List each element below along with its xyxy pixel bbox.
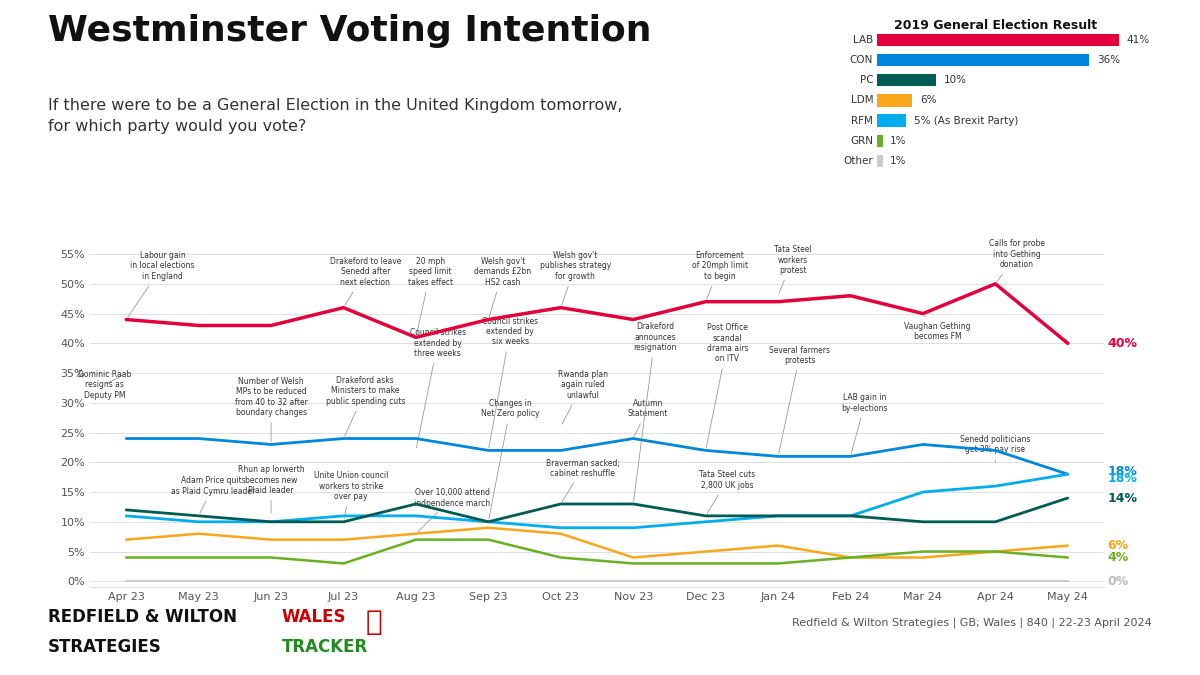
Text: 18%: 18% (1108, 472, 1138, 485)
Text: WALES: WALES (282, 608, 347, 626)
Text: 14%: 14% (1108, 491, 1138, 504)
Text: Post Office
scandal
drama airs
on ITV: Post Office scandal drama airs on ITV (706, 323, 748, 448)
Text: Redfield & Wilton Strategies | GB; Wales | 840 | 22-23 April 2024: Redfield & Wilton Strategies | GB; Wales… (792, 617, 1152, 628)
Text: PC: PC (859, 75, 874, 85)
Text: Unite Union council
workers to strike
over pay: Unite Union council workers to strike ov… (313, 471, 388, 519)
Text: Dominic Raab
resigns as
Deputy PM: Dominic Raab resigns as Deputy PM (78, 370, 131, 400)
Text: Braverman sacked;
cabinet reshuffle: Braverman sacked; cabinet reshuffle (546, 458, 619, 502)
Text: Council strikes
extended by
six weeks: Council strikes extended by six weeks (482, 317, 538, 448)
Text: LDM: LDM (851, 95, 874, 105)
Text: Autumn
Statement: Autumn Statement (628, 399, 668, 436)
Text: Several farmers
protests: Several farmers protests (769, 346, 830, 454)
Text: 36%: 36% (1097, 55, 1120, 65)
FancyBboxPatch shape (877, 74, 936, 86)
Text: 4%: 4% (1108, 551, 1129, 564)
Text: 20 mph
speed limit
takes effect: 20 mph speed limit takes effect (408, 257, 452, 335)
FancyBboxPatch shape (877, 95, 912, 107)
Text: GRN: GRN (851, 136, 874, 146)
Text: Welsh gov't
publishes strategy
for growth: Welsh gov't publishes strategy for growt… (540, 251, 611, 305)
Text: Drakeford
announces
resignation: Drakeford announces resignation (634, 323, 677, 502)
Text: CON: CON (850, 55, 874, 65)
Text: If there were to be a General Election in the United Kingdom tomorrow,
for which: If there were to be a General Election i… (48, 98, 623, 134)
Text: 5% (As Brexit Party): 5% (As Brexit Party) (914, 115, 1019, 126)
Text: Council strikes
extended by
three weeks: Council strikes extended by three weeks (409, 329, 466, 448)
Text: Tata Steel cuts
2,800 UK jobs: Tata Steel cuts 2,800 UK jobs (700, 470, 756, 514)
Text: Welsh gov't
demands £2bn
HS2 cash: Welsh gov't demands £2bn HS2 cash (474, 257, 532, 317)
Text: Enforcement
of 20mph limit
to begin: Enforcement of 20mph limit to begin (692, 251, 748, 299)
Text: Rhun ap Iorwerth
becomes new
Plaid leader: Rhun ap Iorwerth becomes new Plaid leade… (238, 465, 305, 513)
Text: 41%: 41% (1127, 35, 1150, 45)
Text: Drakeford asks
Ministers to make
public spending cuts: Drakeford asks Ministers to make public … (325, 376, 404, 436)
Text: Other: Other (844, 156, 874, 166)
Text: Tata Steel
workers
protest: Tata Steel workers protest (774, 245, 811, 293)
Text: Labour gain
in local elections
in England: Labour gain in local elections in Englan… (127, 251, 194, 317)
Text: STRATEGIES: STRATEGIES (48, 638, 162, 656)
FancyBboxPatch shape (877, 134, 883, 147)
Text: RFM: RFM (851, 115, 874, 126)
Text: 🐉: 🐉 (366, 608, 383, 637)
Text: 6%: 6% (1108, 539, 1129, 552)
Text: Calls for probe
into Gething
donation: Calls for probe into Gething donation (989, 239, 1045, 281)
Text: 10%: 10% (943, 75, 966, 85)
Text: 1%: 1% (890, 156, 907, 166)
Text: Westminster Voting Intention: Westminster Voting Intention (48, 14, 652, 47)
FancyBboxPatch shape (877, 155, 883, 167)
FancyBboxPatch shape (877, 54, 1090, 66)
FancyBboxPatch shape (877, 115, 906, 127)
Text: 2019 General Election Result: 2019 General Election Result (894, 19, 1098, 32)
Text: TRACKER: TRACKER (282, 638, 368, 656)
Text: Over 10,000 attend
indpendence march: Over 10,000 attend indpendence march (414, 488, 491, 532)
Text: 40%: 40% (1108, 337, 1138, 350)
Text: Number of Welsh
MPs to be reduced
from 40 to 32 after
boundary changes: Number of Welsh MPs to be reduced from 4… (235, 377, 307, 441)
Text: Vaughan Gething
becomes FM: Vaughan Gething becomes FM (904, 316, 971, 341)
FancyBboxPatch shape (877, 34, 1118, 46)
Text: Adam Price quits
as Plaid Cymru leader: Adam Price quits as Plaid Cymru leader (172, 477, 256, 514)
Text: REDFIELD & WILTON: REDFIELD & WILTON (48, 608, 238, 626)
Text: Drakeford to leave
Senedd after
next election: Drakeford to leave Senedd after next ele… (330, 257, 401, 305)
Text: 1%: 1% (890, 136, 907, 146)
Text: Rwanda plan
again ruled
unlawful: Rwanda plan again ruled unlawful (558, 370, 607, 424)
Text: Changes in
Net Zero policy: Changes in Net Zero policy (481, 399, 539, 519)
Text: 6%: 6% (919, 95, 936, 105)
Text: 18%: 18% (1108, 465, 1138, 478)
Text: LAB gain in
by-elections: LAB gain in by-elections (841, 393, 888, 454)
Text: Senedd politicians
get 3% pay rise: Senedd politicians get 3% pay rise (960, 435, 1031, 462)
Text: 0%: 0% (1108, 575, 1129, 588)
Text: LAB: LAB (853, 35, 874, 45)
